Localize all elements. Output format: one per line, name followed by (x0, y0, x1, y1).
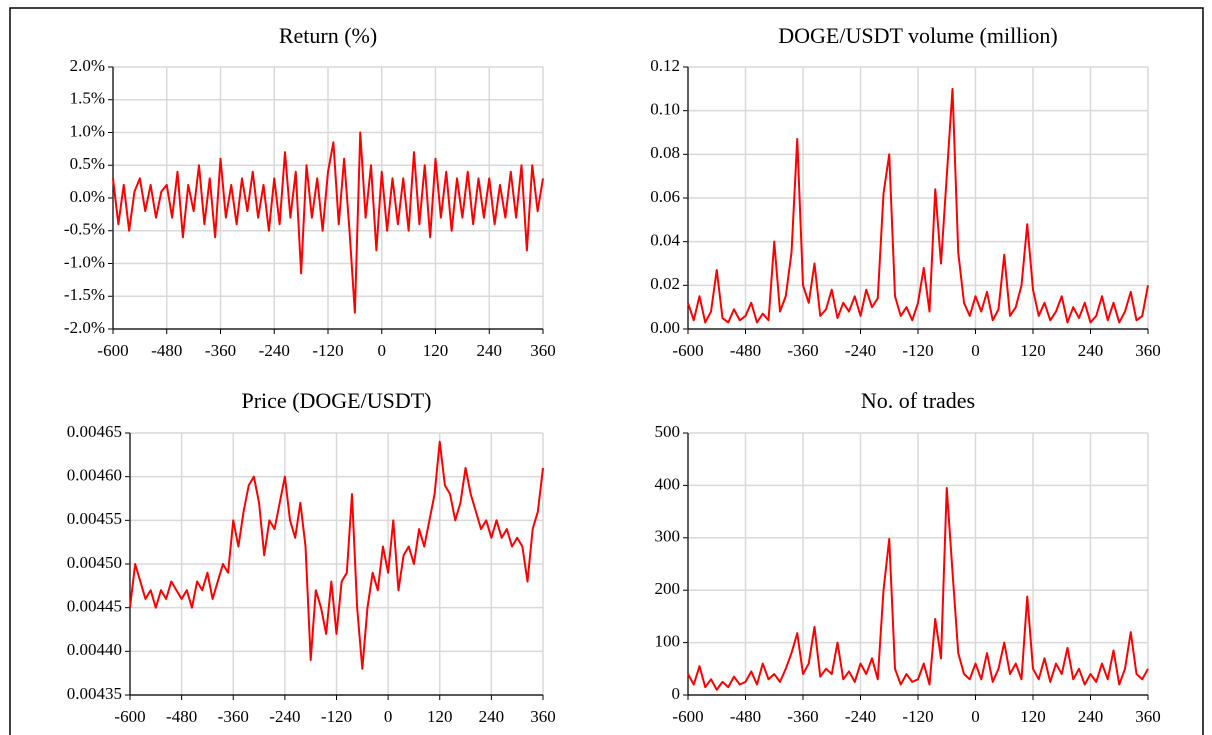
chart-title: Price (DOGE/USDT) (241, 388, 431, 413)
y-tick-label: -1.0% (64, 252, 105, 271)
x-tick-label: 120 (1020, 707, 1046, 726)
x-tick-label: 360 (1135, 707, 1161, 726)
x-tick-label: -120 (902, 341, 933, 360)
y-tick-label: 0.02 (650, 274, 680, 293)
y-tick-label: 0.00465 (67, 422, 122, 441)
x-tick-label: 120 (1020, 341, 1046, 360)
y-tick-label: 0.00440 (67, 640, 122, 659)
x-tick-label: 360 (530, 341, 556, 360)
data-line (112, 131, 544, 314)
y-tick-label: 0.10 (650, 100, 680, 119)
y-tick-label: 0.5% (70, 154, 105, 173)
data-line (687, 87, 1149, 324)
y-tick-label: 1.0% (70, 121, 105, 140)
x-tick-label: 120 (423, 341, 449, 360)
y-tick-label: -0.5% (64, 220, 105, 239)
y-tick-label: 500 (655, 422, 681, 441)
x-tick-label: 240 (477, 341, 503, 360)
data-line (687, 487, 1149, 691)
x-tick-label: 360 (1135, 341, 1161, 360)
y-tick-label: -2.0% (64, 318, 105, 337)
frame (9, 7, 1204, 735)
y-tick-label: 0.00450 (67, 553, 122, 572)
y-tick-label: 0.04 (650, 231, 680, 250)
y-tick-label: 200 (655, 579, 681, 598)
x-tick-label: -600 (97, 341, 128, 360)
x-tick-label: 240 (479, 707, 505, 726)
chart-title: Return (%) (279, 23, 377, 48)
chart-title: DOGE/USDT volume (million) (778, 23, 1057, 48)
x-tick-label: 240 (1078, 707, 1104, 726)
y-tick-label: 0.00 (650, 318, 680, 337)
x-tick-label: 0 (378, 341, 387, 360)
y-tick-label: 0.12 (650, 56, 680, 75)
x-tick-label: -120 (321, 707, 352, 726)
x-tick-label: -360 (787, 707, 818, 726)
x-tick-label: 0 (971, 707, 980, 726)
x-tick-label: -480 (730, 341, 761, 360)
y-tick-label: 0.00455 (67, 509, 122, 528)
x-tick-label: -480 (730, 707, 761, 726)
x-tick-label: -600 (672, 707, 703, 726)
x-tick-label: -240 (259, 341, 290, 360)
y-tick-label: 0 (672, 684, 681, 703)
y-tick-label: 0.00460 (67, 466, 122, 485)
x-tick-label: -360 (787, 341, 818, 360)
y-tick-label: 300 (655, 527, 681, 546)
x-tick-label: 0 (384, 707, 393, 726)
x-tick-label: -120 (312, 341, 343, 360)
y-tick-label: 0.06 (650, 187, 680, 206)
x-tick-label: -240 (269, 707, 300, 726)
x-tick-label: -360 (205, 341, 236, 360)
x-tick-label: -240 (845, 341, 876, 360)
x-tick-label: -120 (902, 707, 933, 726)
x-tick-label: -600 (114, 707, 145, 726)
data-line (129, 440, 544, 670)
x-tick-label: -480 (151, 341, 182, 360)
x-tick-label: 240 (1078, 341, 1104, 360)
x-tick-label: 0 (971, 341, 980, 360)
x-tick-label: 360 (530, 707, 556, 726)
x-tick-label: 120 (427, 707, 453, 726)
y-tick-label: 400 (655, 474, 681, 493)
x-tick-label: -360 (218, 707, 249, 726)
y-tick-label: 0.00445 (67, 597, 122, 616)
x-tick-label: -240 (845, 707, 876, 726)
x-tick-label: -480 (166, 707, 197, 726)
x-tick-label: -600 (672, 341, 703, 360)
y-tick-label: 0.0% (70, 187, 105, 206)
y-tick-label: 0.08 (650, 143, 680, 162)
y-tick-label: 0.00435 (67, 684, 122, 703)
y-tick-label: 2.0% (70, 56, 105, 75)
y-tick-label: 100 (655, 632, 681, 651)
y-tick-label: -1.5% (64, 285, 105, 304)
chart-title: No. of trades (861, 388, 975, 413)
y-tick-label: 1.5% (70, 89, 105, 108)
